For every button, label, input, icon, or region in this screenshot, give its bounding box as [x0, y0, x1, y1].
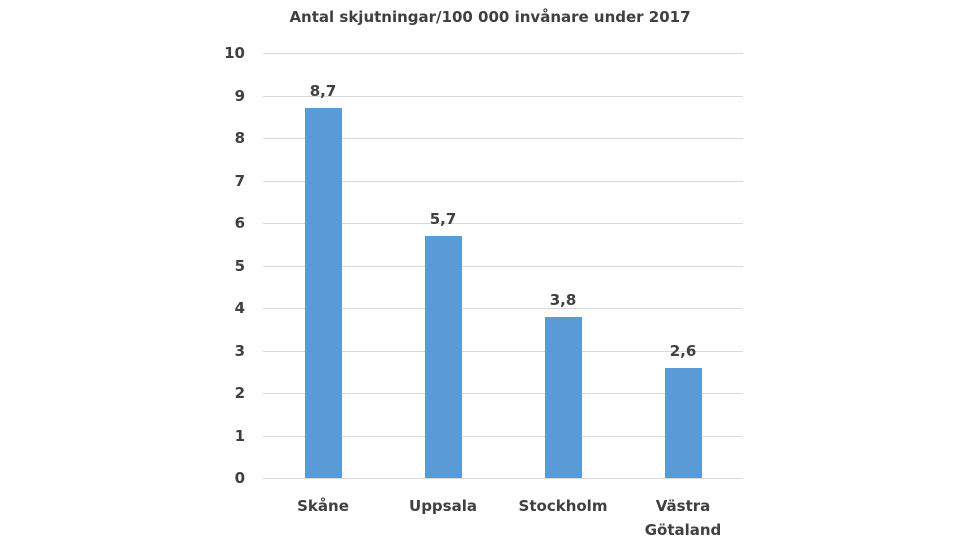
y-tick-label: 9: [234, 86, 245, 105]
gridline: [263, 393, 743, 394]
y-tick-label: 5: [234, 256, 245, 275]
y-tick-label: 2: [234, 384, 245, 402]
y-tick-label: 8: [234, 129, 245, 147]
bar: [424, 235, 462, 478]
x-category-label: Skåne: [263, 494, 383, 518]
bar: [544, 316, 582, 478]
gridline: [263, 180, 743, 182]
y-tick-label: 10: [224, 44, 245, 62]
plot-area: 8,7 5,7 3,8 2,6: [263, 53, 743, 479]
y-tick-label: 1: [234, 426, 245, 445]
bar: [304, 108, 342, 478]
y-tick-label: 6: [234, 214, 245, 232]
x-category-label-line: Västra: [655, 497, 711, 515]
x-category-label-line: Skåne: [297, 497, 349, 515]
x-category-label-line: Götaland: [644, 521, 722, 539]
x-category-label-line: Uppsala: [409, 497, 477, 515]
x-category-label: Västra Götaland: [623, 494, 743, 542]
data-label: 8,7: [309, 82, 337, 101]
gridline: [263, 478, 743, 479]
x-category-label: Uppsala: [383, 494, 503, 518]
y-tick-label: 7: [234, 171, 245, 190]
gridline: [263, 138, 743, 139]
gridline: [263, 350, 743, 352]
gridline: [263, 265, 743, 267]
x-category-label-line: Stockholm: [518, 497, 608, 515]
gridline: [263, 435, 743, 437]
y-tick-label: 3: [234, 341, 245, 360]
bar: [664, 367, 702, 478]
x-category-label: Stockholm: [503, 494, 623, 518]
y-tick-label: 0: [234, 469, 245, 487]
gridline: [263, 223, 743, 224]
gridline: [263, 95, 743, 97]
y-tick-label: 4: [234, 299, 245, 317]
gridline: [263, 53, 743, 54]
data-label: 2,6: [669, 341, 697, 360]
gridline: [263, 308, 743, 309]
data-label: 5,7: [429, 209, 457, 228]
chart-title: Antal skjutningar/100 000 invånare under…: [289, 8, 691, 26]
data-label: 3,8: [549, 290, 577, 309]
